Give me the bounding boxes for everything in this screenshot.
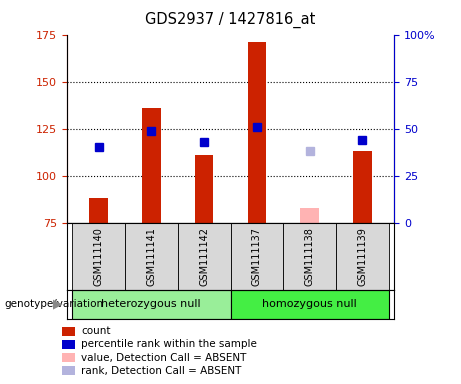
Bar: [177, 223, 230, 290]
Text: GSM111141: GSM111141: [146, 227, 156, 286]
Bar: [248, 42, 266, 223]
Text: homozygous null: homozygous null: [262, 299, 357, 310]
Bar: [72, 290, 230, 319]
Text: GSM111142: GSM111142: [199, 227, 209, 286]
Bar: [230, 223, 284, 290]
Bar: [89, 198, 108, 223]
Text: GDS2937 / 1427816_at: GDS2937 / 1427816_at: [145, 12, 316, 28]
Text: GSM111137: GSM111137: [252, 227, 262, 286]
Text: GSM111139: GSM111139: [357, 227, 367, 286]
Bar: [195, 155, 213, 223]
Text: ▶: ▶: [53, 298, 62, 311]
Bar: [336, 223, 389, 290]
Bar: [61, 326, 75, 336]
Bar: [353, 151, 372, 223]
Bar: [61, 366, 75, 375]
Text: count: count: [81, 326, 111, 336]
Bar: [284, 223, 336, 290]
Bar: [301, 208, 319, 223]
Text: heterozygous null: heterozygous null: [101, 299, 201, 310]
Bar: [230, 290, 389, 319]
Text: value, Detection Call = ABSENT: value, Detection Call = ABSENT: [81, 353, 247, 362]
Text: GSM111138: GSM111138: [305, 227, 315, 286]
Bar: [142, 108, 160, 223]
Bar: [72, 223, 125, 290]
Text: rank, Detection Call = ABSENT: rank, Detection Call = ABSENT: [81, 366, 242, 376]
Text: percentile rank within the sample: percentile rank within the sample: [81, 339, 257, 349]
Bar: [125, 223, 177, 290]
Bar: [61, 340, 75, 349]
Bar: [61, 353, 75, 362]
Text: genotype/variation: genotype/variation: [5, 299, 104, 310]
Text: GSM111140: GSM111140: [94, 227, 104, 286]
